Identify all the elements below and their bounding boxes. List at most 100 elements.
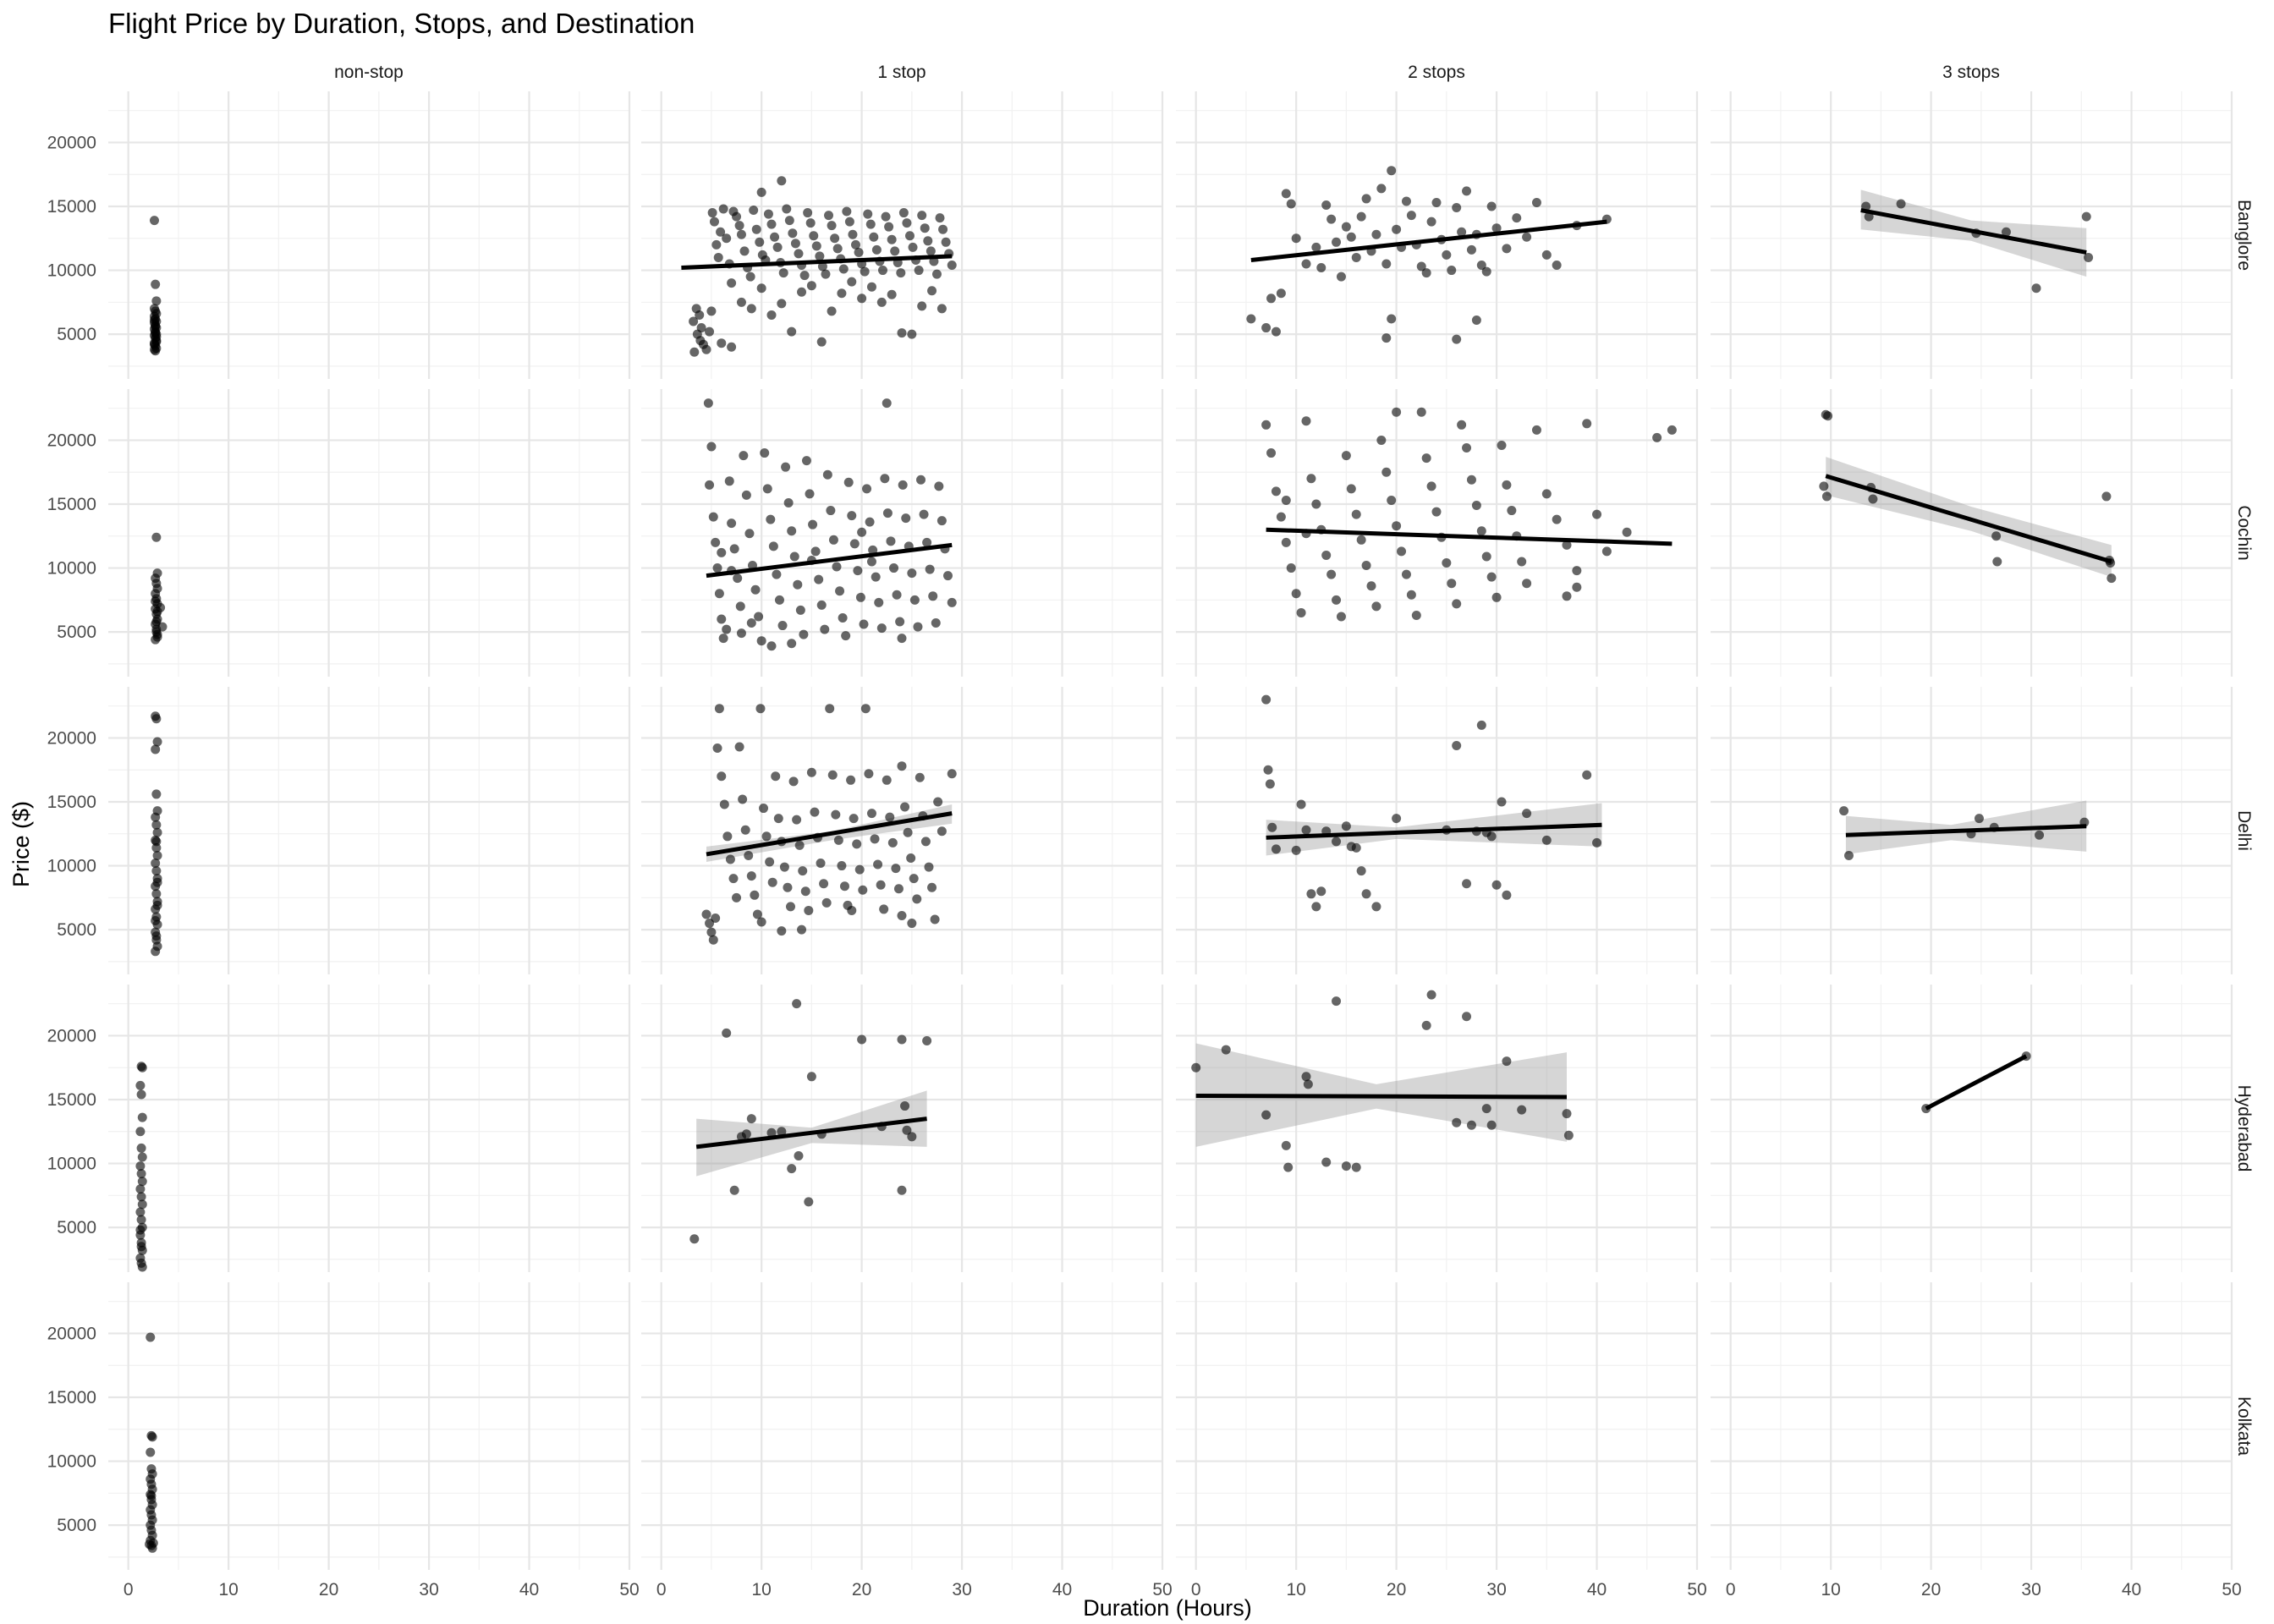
- data-point: [777, 926, 787, 936]
- column-strip-label: 2 stops: [1408, 63, 1465, 82]
- data-point: [814, 574, 824, 584]
- data-point: [136, 1169, 146, 1179]
- data-point: [790, 239, 800, 249]
- data-point: [712, 563, 722, 573]
- data-point: [135, 1225, 146, 1235]
- data-point: [1462, 443, 1472, 453]
- x-tick-label: 30: [2021, 1580, 2041, 1599]
- y-tick-label: 20000: [47, 728, 96, 748]
- data-point: [1582, 770, 1592, 780]
- x-tick-label: 40: [1587, 1580, 1607, 1599]
- data-point: [1421, 268, 1431, 278]
- regression-line: [1845, 824, 2087, 837]
- data-point: [762, 484, 772, 494]
- data-point: [724, 476, 734, 486]
- data-point: [736, 229, 746, 239]
- data-point: [746, 1114, 756, 1124]
- data-point: [781, 462, 791, 472]
- data-point: [1447, 266, 1457, 276]
- data-point: [1563, 1130, 1574, 1140]
- data-point: [891, 864, 901, 874]
- data-point: [1306, 474, 1316, 484]
- data-point: [1442, 250, 1452, 260]
- data-point: [1452, 203, 1462, 213]
- data-point: [1326, 569, 1337, 579]
- data-point: [736, 297, 746, 307]
- x-tick-label: 30: [952, 1580, 971, 1599]
- data-point: [151, 866, 162, 876]
- data-point: [2101, 491, 2112, 502]
- data-point: [766, 514, 776, 524]
- data-point: [788, 228, 798, 239]
- data-point: [766, 310, 777, 320]
- x-tick-label: 20: [1921, 1580, 1941, 1599]
- data-point: [1462, 1012, 1472, 1022]
- data-point: [808, 519, 818, 529]
- data-point: [717, 547, 727, 557]
- data-point: [887, 837, 898, 848]
- x-tick-label: 10: [751, 1580, 771, 1599]
- data-point: [1486, 572, 1497, 582]
- data-point: [1466, 244, 1476, 255]
- data-point: [712, 743, 722, 754]
- data-point: [900, 1101, 910, 1111]
- data-point: [2035, 830, 2045, 840]
- panel-hyderabad-2-stops: [1176, 985, 1699, 1272]
- data-point: [1471, 501, 1481, 511]
- data-point: [902, 218, 912, 228]
- data-point: [1261, 694, 1272, 705]
- data-point: [741, 1129, 751, 1139]
- data-point: [830, 233, 840, 244]
- data-point: [934, 481, 944, 491]
- data-point: [151, 859, 161, 869]
- data-point: [896, 268, 906, 278]
- data-point: [718, 634, 728, 644]
- data-point: [1351, 252, 1361, 262]
- data-point: [1821, 491, 1832, 502]
- data-point: [909, 595, 920, 605]
- panel-hyderabad-non-stop: [108, 985, 631, 1272]
- data-point: [137, 1262, 147, 1272]
- data-point: [1491, 223, 1502, 233]
- data-point: [1296, 799, 1306, 809]
- data-point: [783, 882, 793, 892]
- y-tick-label: 15000: [47, 793, 96, 812]
- data-point: [1263, 765, 1273, 775]
- data-point: [727, 278, 737, 288]
- data-point: [1652, 432, 1662, 442]
- regression-line: [1860, 208, 2087, 255]
- x-tick-label: 20: [1387, 1580, 1406, 1599]
- data-point: [1447, 579, 1457, 589]
- data-point: [1601, 546, 1612, 557]
- data-point: [832, 562, 842, 572]
- data-point: [1221, 1045, 1231, 1055]
- data-point: [151, 946, 161, 957]
- data-point: [701, 909, 711, 919]
- panel-delhi-non-stop: [108, 687, 631, 974]
- data-point: [1336, 272, 1346, 282]
- data-point: [816, 859, 826, 869]
- data-point: [794, 1150, 804, 1160]
- y-tick-label: 5000: [57, 623, 96, 642]
- data-point: [835, 586, 845, 596]
- data-point: [1332, 996, 1342, 1007]
- data-point: [722, 1028, 732, 1038]
- data-point: [817, 261, 827, 272]
- data-point: [863, 209, 873, 219]
- data-point: [1476, 526, 1486, 536]
- data-point: [1291, 845, 1301, 855]
- data-point: [705, 326, 715, 337]
- data-point: [152, 827, 162, 837]
- data-point: [1486, 831, 1497, 842]
- panel-banglore-2-stops: [1176, 91, 1699, 379]
- data-point: [766, 641, 777, 651]
- data-point: [784, 216, 794, 226]
- data-point: [1839, 806, 1849, 816]
- data-point: [1381, 259, 1392, 269]
- data-point: [797, 287, 807, 297]
- data-point: [806, 281, 816, 291]
- data-point: [1361, 194, 1371, 204]
- data-point: [752, 909, 762, 919]
- data-point: [756, 636, 766, 646]
